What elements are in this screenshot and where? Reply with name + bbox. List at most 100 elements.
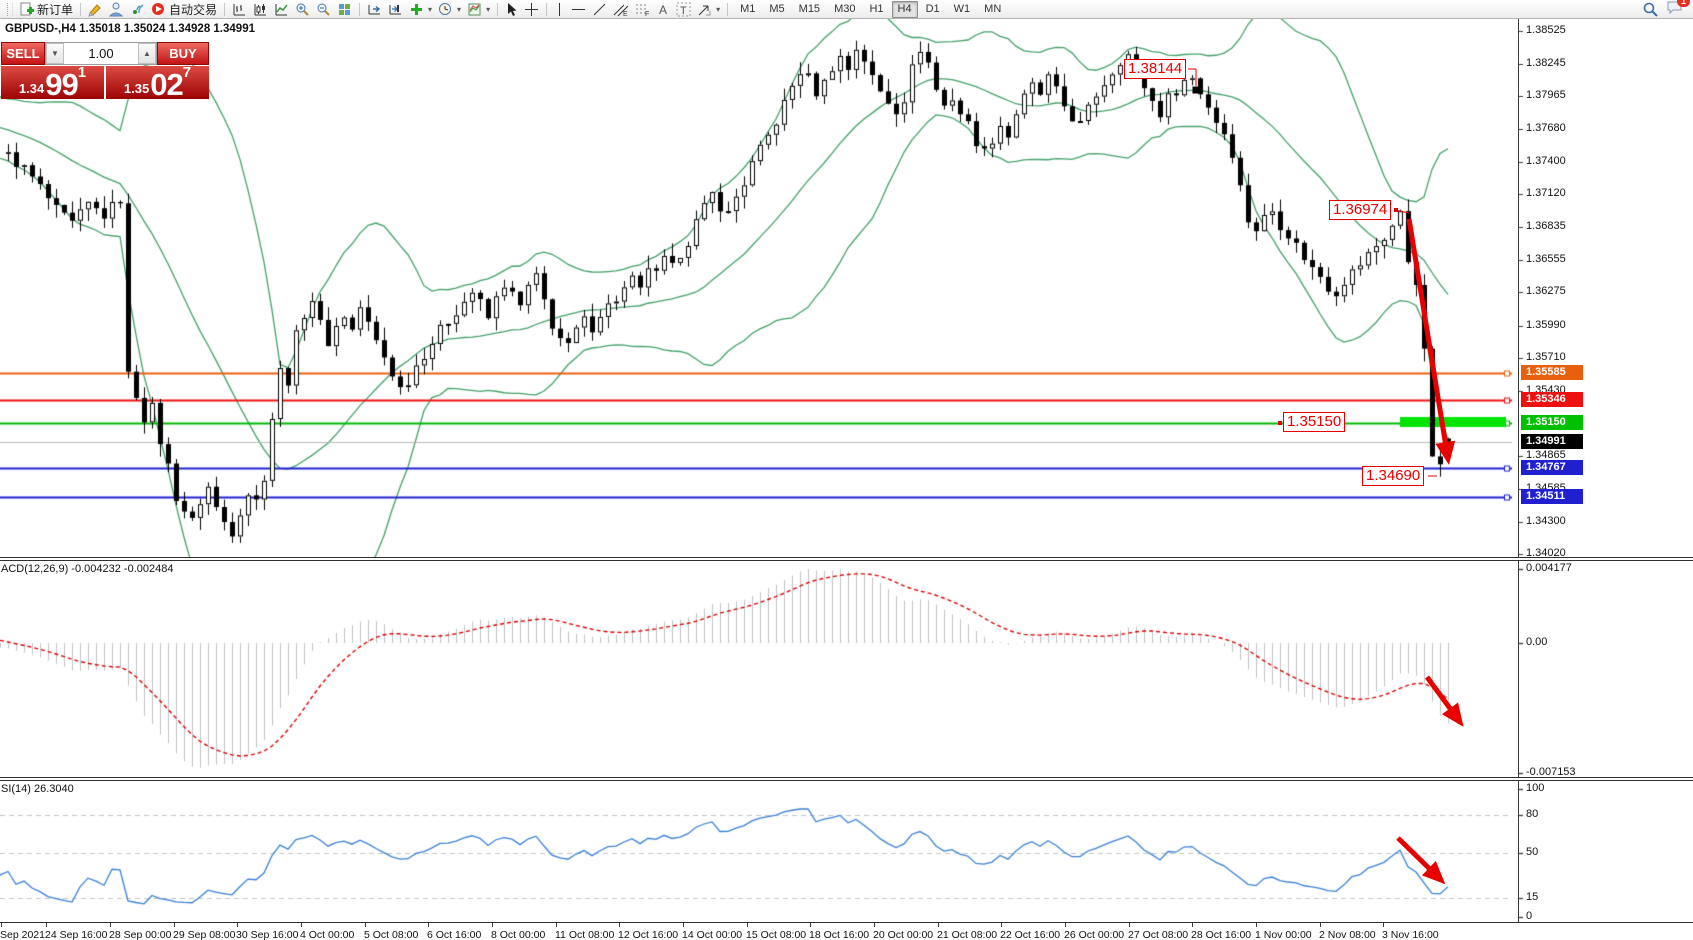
crosshair-button[interactable] bbox=[521, 1, 542, 18]
separator bbox=[224, 2, 226, 16]
timeframe-h4[interactable]: H4 bbox=[891, 0, 918, 18]
price-axis-tick: 1.35990 bbox=[1526, 318, 1566, 331]
line-chart-mode-button[interactable] bbox=[271, 1, 292, 18]
rsi-axis-tick: 50 bbox=[1526, 846, 1539, 858]
sell-price-small: 1.34 bbox=[18, 81, 45, 96]
rsi-label: SI(14) 26.3040 bbox=[1, 783, 74, 795]
crosshair-icon bbox=[525, 2, 539, 16]
line-chart-icon bbox=[275, 3, 288, 15]
time-axis-label: 14 Oct 00:00 bbox=[682, 929, 743, 940]
timeframe-w1[interactable]: W1 bbox=[953, 2, 971, 15]
pane-separator[interactable] bbox=[0, 557, 1693, 561]
price-axis-line[interactable] bbox=[1518, 19, 1519, 922]
text-button[interactable]: A bbox=[654, 1, 673, 18]
price-badge: 1.34991 bbox=[1521, 433, 1583, 449]
periods-button[interactable]: ▾ bbox=[435, 1, 464, 18]
templates-button[interactable]: ▾ bbox=[464, 1, 493, 18]
time-axis-tick bbox=[1065, 923, 1066, 927]
timeframe-h1[interactable]: H1 bbox=[869, 2, 884, 15]
zoom-in-button[interactable] bbox=[292, 1, 313, 18]
time-axis-tick bbox=[1256, 923, 1257, 927]
time-axis-label: 4 Oct 00:00 bbox=[300, 929, 355, 940]
timeframe-m1[interactable]: M1 bbox=[740, 2, 756, 15]
buy-price-pip: 7 bbox=[182, 64, 192, 81]
time-axis-label: 20 Oct 00:00 bbox=[873, 929, 934, 940]
cursor-button[interactable] bbox=[502, 1, 521, 18]
price-callout[interactable]: 1.35150 bbox=[1283, 412, 1346, 432]
timeframe-bar: M1 M5 M15 M30 H1 H4 D1 W1 MN bbox=[734, 0, 1007, 18]
time-axis-label: 29 Sep 08:00 bbox=[173, 929, 236, 940]
price-callout[interactable]: 1.36974 bbox=[1329, 200, 1392, 220]
new-order-label: 新订单 bbox=[37, 2, 74, 17]
channel-icon: E bbox=[613, 4, 629, 17]
time-axis-tick bbox=[556, 923, 557, 927]
crayon-button[interactable] bbox=[85, 1, 106, 18]
volume-increase-button[interactable]: ▲ bbox=[138, 43, 156, 64]
new-order-button[interactable]: 新订单 bbox=[16, 1, 76, 18]
macd-pane bbox=[0, 561, 1693, 777]
time-axis-label: 28 Sep 00:00 bbox=[109, 929, 172, 940]
volume-input[interactable]: 1.00 bbox=[88, 46, 114, 61]
time-axis-tick bbox=[301, 923, 302, 927]
sell-button[interactable]: SELL bbox=[1, 42, 45, 65]
buy-price-big: 02 bbox=[150, 67, 183, 102]
profiles-icon bbox=[109, 2, 124, 16]
time-axis-label: 11 Oct 08:00 bbox=[555, 929, 615, 940]
macd-label: ACD(12,26,9) -0.004232 -0.002484 bbox=[1, 563, 174, 575]
label-button[interactable]: T bbox=[673, 1, 694, 18]
price-badge: 1.35346 bbox=[1521, 392, 1583, 408]
chart-shift-button[interactable] bbox=[385, 1, 406, 18]
auto-scroll-button[interactable] bbox=[364, 1, 385, 18]
price-axis-tick: 1.38525 bbox=[1526, 24, 1566, 36]
toolbar-grip[interactable] bbox=[7, 2, 13, 16]
rsi-axis-tick: 80 bbox=[1526, 807, 1539, 820]
time-axis-tick bbox=[1001, 923, 1002, 927]
timeframe-mn[interactable]: MN bbox=[984, 2, 1002, 15]
chat-button[interactable]: 1 bbox=[1666, 0, 1690, 18]
time-axis-tick bbox=[619, 923, 620, 927]
sell-price-display[interactable]: 1.34 99 1 bbox=[1, 65, 104, 100]
shapes-button[interactable]: ▾ bbox=[694, 1, 723, 18]
indicators-button[interactable]: ▾ bbox=[406, 1, 435, 18]
template-icon bbox=[468, 3, 481, 15]
buy-price-display[interactable]: 1.35 02 7 bbox=[106, 64, 209, 102]
volume-decrease-button[interactable]: ▼ bbox=[46, 43, 64, 64]
candlestick-mode-button[interactable] bbox=[250, 1, 271, 18]
search-icon[interactable] bbox=[1643, 2, 1658, 17]
timeframe-m5[interactable]: M5 bbox=[769, 2, 785, 15]
macd-canvas[interactable] bbox=[0, 561, 1693, 777]
buy-button[interactable]: BUY bbox=[157, 42, 209, 65]
price-axis-tick: 1.34865 bbox=[1526, 449, 1566, 462]
time-axis-tick bbox=[1192, 923, 1193, 927]
zoom-out-button[interactable] bbox=[313, 1, 334, 18]
main-chart-canvas[interactable] bbox=[0, 19, 1693, 557]
price-callout[interactable]: 1.34690 bbox=[1362, 466, 1425, 486]
tile-windows-button[interactable] bbox=[334, 1, 355, 18]
time-axis-label: 8 Oct 00:00 bbox=[491, 929, 546, 940]
caret-icon: ▾ bbox=[716, 4, 721, 14]
channel-button[interactable]: E bbox=[610, 1, 632, 18]
time-axis-label: 2 Nov 08:00 bbox=[1319, 929, 1376, 940]
timeframe-m15[interactable]: M15 bbox=[798, 2, 821, 15]
timeframe-d1[interactable]: D1 bbox=[925, 2, 940, 15]
signal-button[interactable] bbox=[127, 1, 148, 18]
horizontal-line-icon bbox=[572, 8, 586, 10]
auto-trading-icon bbox=[152, 2, 165, 15]
rsi-canvas[interactable] bbox=[0, 781, 1693, 922]
trendline-button[interactable] bbox=[589, 1, 610, 18]
price-callout[interactable]: 1.38144 bbox=[1124, 59, 1187, 79]
bar-chart-mode-button[interactable] bbox=[229, 1, 250, 18]
horizontal-line-button[interactable] bbox=[568, 1, 589, 18]
rsi-axis-tick: 100 bbox=[1526, 782, 1545, 794]
timeframe-m30[interactable]: M30 bbox=[834, 2, 856, 15]
vertical-line-button[interactable] bbox=[551, 1, 568, 18]
profiles-button[interactable] bbox=[106, 1, 127, 18]
time-axis-tick bbox=[874, 923, 875, 927]
pane-separator[interactable] bbox=[0, 777, 1693, 781]
trendline-icon bbox=[593, 3, 606, 15]
time-axis-label: 5 Oct 08:00 bbox=[364, 929, 419, 940]
fibonacci-button[interactable]: F bbox=[632, 1, 654, 18]
time-axis-tick bbox=[174, 923, 175, 927]
auto-trading-button[interactable]: 自动交易 bbox=[148, 1, 220, 18]
